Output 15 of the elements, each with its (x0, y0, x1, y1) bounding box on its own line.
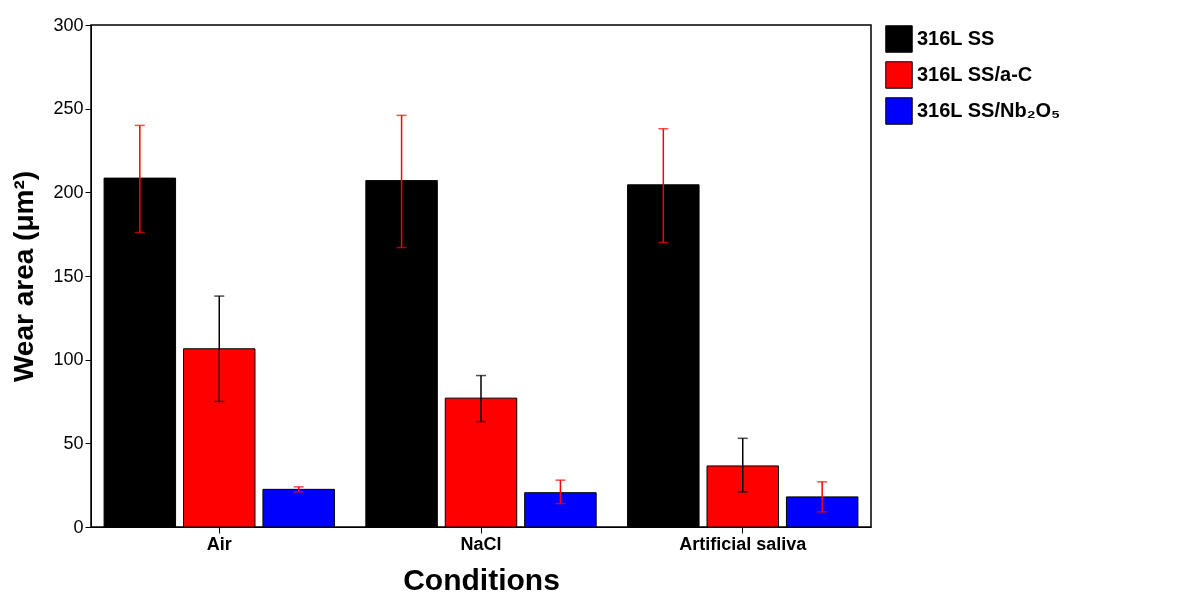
y-axis-title: Wear area (μm²) (8, 170, 40, 383)
x-tick-label: NaCl (460, 533, 502, 554)
y-tick-label: 200 (53, 181, 84, 202)
y-tick-label: 150 (53, 265, 84, 286)
legend-label: 316L SS (917, 27, 995, 49)
y-tick-label: 50 (63, 432, 84, 453)
x-axis-title: Conditions (403, 562, 560, 596)
y-tick-label: 300 (53, 14, 84, 35)
x-tick-label: Artificial saliva (679, 533, 808, 554)
y-tick-label: 250 (53, 98, 84, 119)
legend-label: 316L SS/a-C (917, 63, 1033, 85)
y-tick-label: 100 (53, 349, 84, 370)
x-tick-label: Air (206, 533, 232, 554)
y-tick-label: 0 (73, 516, 84, 537)
legend-label: 316L SS/Nb₂O₅ (917, 99, 1061, 121)
